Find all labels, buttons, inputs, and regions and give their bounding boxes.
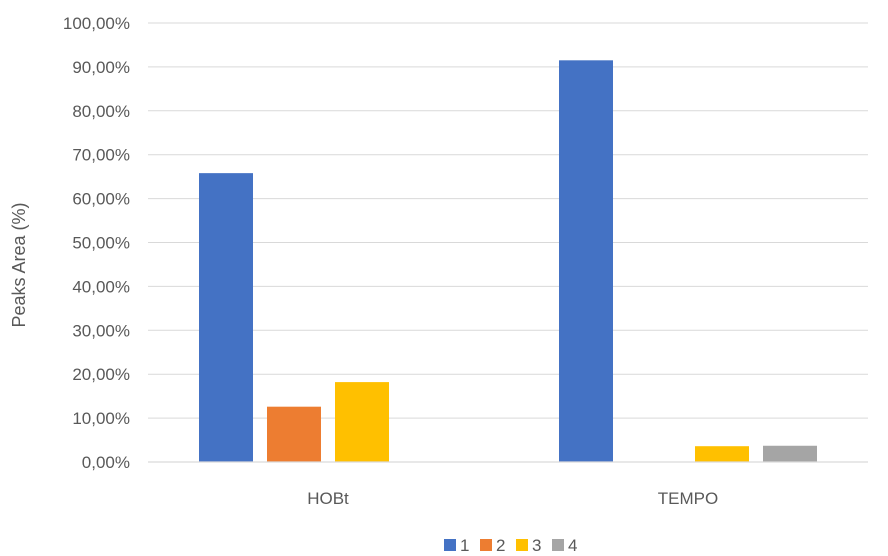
y-tick-label: 60,00% [72,190,130,209]
category-label: TEMPO [658,489,718,508]
bar-hobt-series-3 [335,382,389,462]
y-tick-label: 30,00% [72,321,130,340]
category-labels: HOBt TEMPO [307,489,718,508]
y-tick-label: 80,00% [72,102,130,121]
legend-label: 1 [460,536,469,555]
bar-hobt-series-1 [199,173,253,462]
gridlines [148,22,868,419]
legend-swatch [552,539,564,551]
legend-swatch [444,539,456,551]
y-tick-labels: 0,00% 10,00% 20,00% 30,00% 40,00% 50,00% 60,00… [63,14,130,472]
legend: 1 2 3 4 [444,536,577,555]
legend-swatch [516,539,528,551]
y-tick-label: 0,00% [82,453,130,472]
y-tick-label: 20,00% [72,365,130,384]
y-axis-title: Peaks Area (%) [9,202,29,327]
y-tick-label: 90,00% [72,58,130,77]
bars [199,60,817,462]
legend-label: 4 [568,536,577,555]
bar-tempo-series-4 [763,445,817,462]
y-tick-label: 70,00% [72,146,130,165]
y-tick-label: 40,00% [72,277,130,296]
bar-tempo-series-1 [559,60,613,462]
y-tick-label: 10,00% [72,409,130,428]
bar-hobt-series-2 [267,406,321,462]
y-tick-label: 100,00% [63,14,130,33]
category-label: HOBt [307,489,349,508]
legend-label: 2 [496,536,505,555]
bar-tempo-series-3 [695,446,749,462]
y-tick-label: 50,00% [72,234,130,253]
legend-swatch [480,539,492,551]
legend-label: 3 [532,536,541,555]
